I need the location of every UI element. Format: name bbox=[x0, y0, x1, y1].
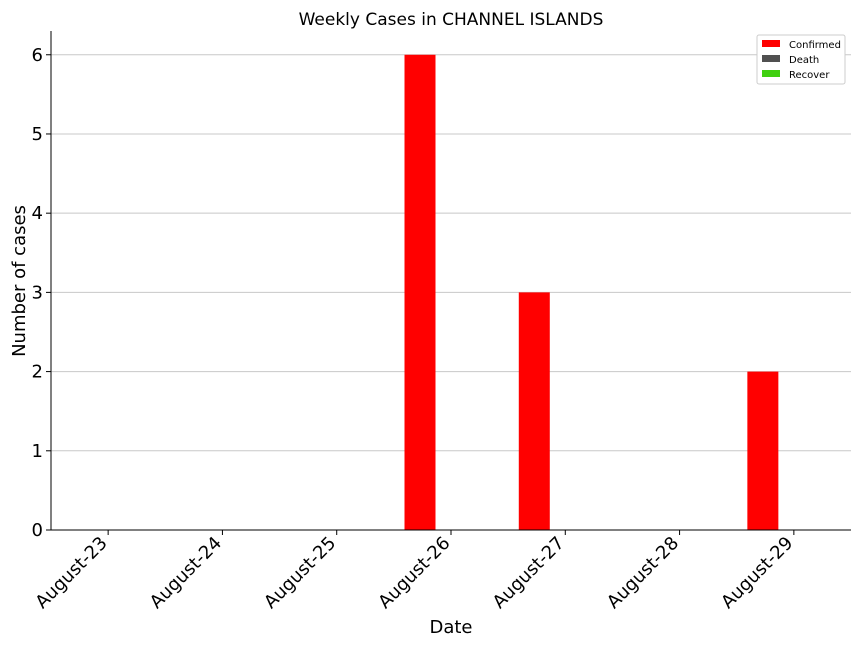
legend-swatch-confirmed bbox=[762, 40, 780, 47]
y-tick-label: 3 bbox=[32, 282, 43, 303]
x-tick-label: August-23 bbox=[31, 533, 111, 613]
y-tick-label: 6 bbox=[32, 45, 43, 66]
y-axis-label: Number of cases bbox=[9, 205, 30, 357]
x-tick-label: August-26 bbox=[374, 533, 454, 613]
grid-lines bbox=[51, 54, 851, 452]
legend-label-death: Death bbox=[789, 55, 819, 66]
chart-title: Weekly Cases in CHANNEL ISLANDS bbox=[299, 10, 604, 30]
bar-confirmed-august-26 bbox=[404, 54, 436, 531]
x-tick-label: August-24 bbox=[146, 533, 226, 613]
bars bbox=[404, 54, 779, 531]
y-tick-label: 4 bbox=[32, 203, 43, 224]
legend-items: Confirmed Death Recover bbox=[762, 40, 841, 81]
y-tick-label: 5 bbox=[32, 124, 43, 145]
legend-swatch-recover bbox=[762, 70, 780, 77]
legend-swatch-death bbox=[762, 55, 780, 62]
legend: Confirmed Death Recover bbox=[756, 34, 846, 85]
x-ticks: August-23 August-24 August-25 August-26 Augu… bbox=[31, 530, 797, 613]
y-tick-label: 1 bbox=[32, 441, 43, 462]
x-tick-label: August-28 bbox=[603, 533, 683, 613]
legend-label-confirmed: Confirmed bbox=[789, 40, 841, 51]
y-tick-label: 2 bbox=[32, 362, 43, 383]
y-tick-label: 0 bbox=[32, 520, 43, 541]
bar-confirmed-august-29 bbox=[747, 371, 779, 530]
x-tick-label: August-25 bbox=[260, 533, 340, 613]
axes bbox=[50, 31, 851, 531]
legend-label-recover: Recover bbox=[789, 70, 830, 81]
bar-confirmed-august-27 bbox=[518, 292, 550, 530]
x-axis-label: Date bbox=[429, 617, 472, 638]
y-ticks: 0 1 2 3 4 5 6 bbox=[32, 45, 51, 541]
x-tick-label: August-27 bbox=[489, 533, 569, 613]
x-tick-label: August-29 bbox=[717, 533, 797, 613]
